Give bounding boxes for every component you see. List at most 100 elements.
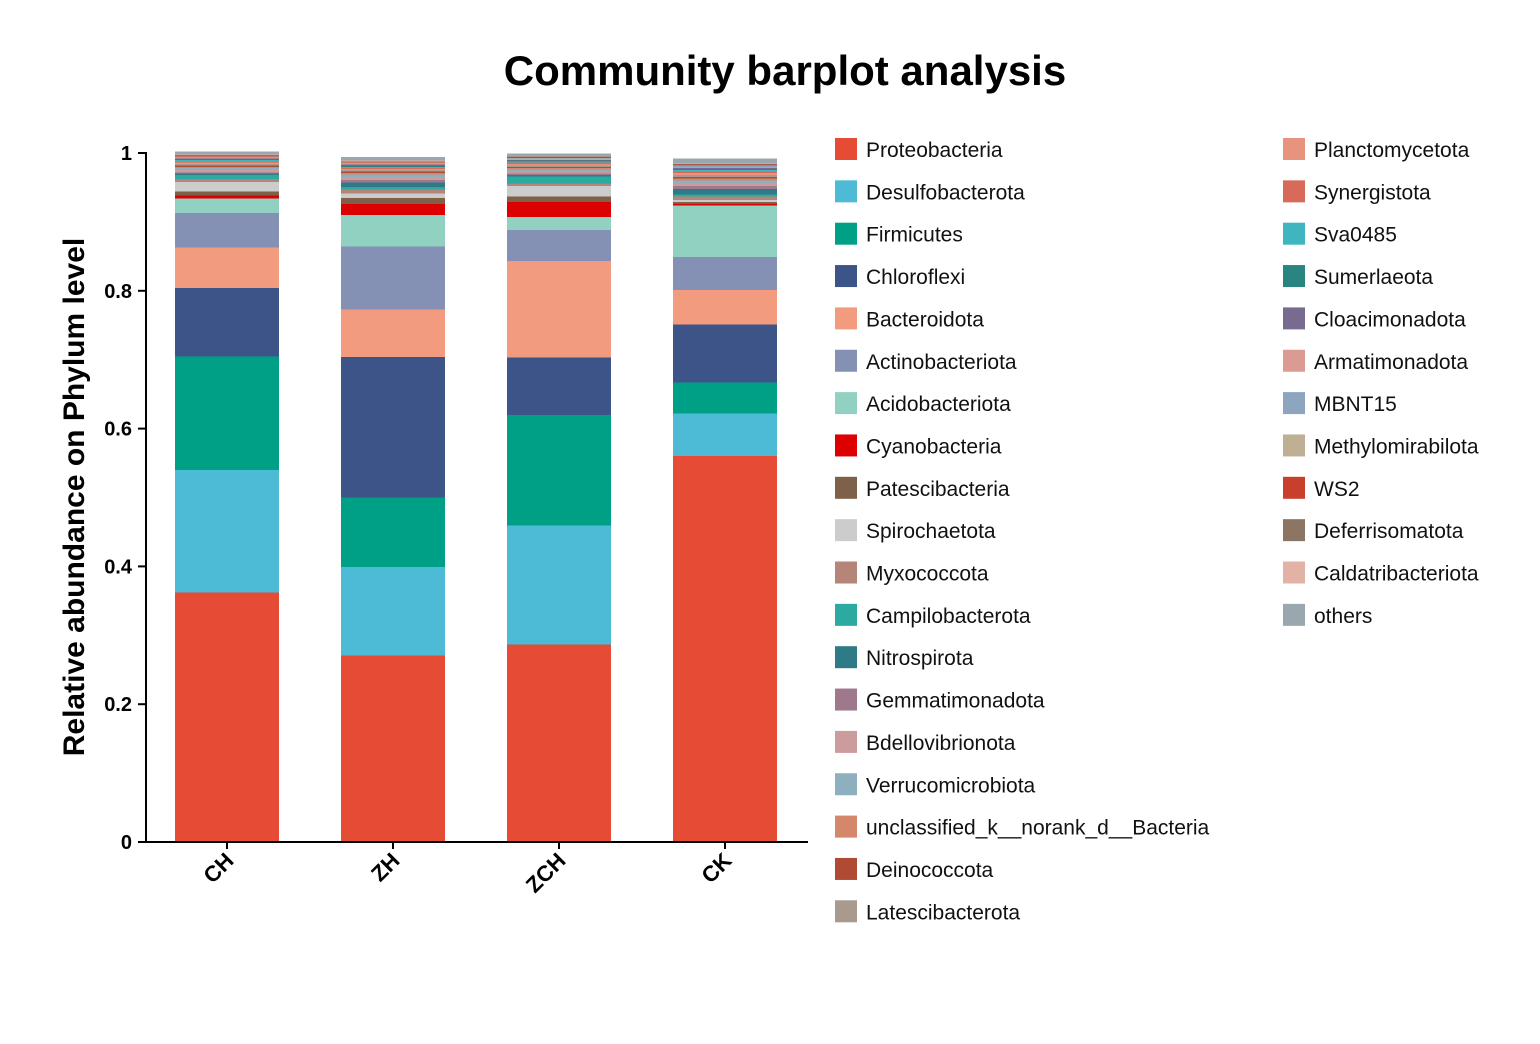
y-tick-label: 0.8 <box>104 281 132 303</box>
bar-segment <box>175 155 279 156</box>
legend-swatch <box>835 519 857 542</box>
bar-segment <box>175 155 279 157</box>
bar-segment <box>507 644 611 842</box>
legend-swatch <box>835 646 857 669</box>
legend-item: Latescibacterota <box>835 900 1020 924</box>
legend-item: Bdellovibrionota <box>835 730 1016 755</box>
legend-item: Firmicutes <box>835 222 963 247</box>
legend-label: Sumerlaeota <box>1314 266 1433 289</box>
legend-item: Campilobacterota <box>835 603 1031 628</box>
legend-label: Armatimonadota <box>1314 351 1468 374</box>
bar-segment <box>341 186 445 190</box>
bar-segment <box>507 175 611 177</box>
legend-item: Myxococcota <box>835 561 989 586</box>
legend-item: Acidobacteriota <box>835 392 1011 416</box>
bar-segment <box>341 655 445 842</box>
bar-segment <box>175 164 279 166</box>
bar-segment <box>175 161 279 163</box>
bar-segment <box>507 157 611 158</box>
bar-segment <box>175 168 279 171</box>
legend-label: Chloroflexi <box>866 266 965 289</box>
bar-segment <box>507 160 611 162</box>
bar-segment <box>507 176 611 184</box>
bar-segment <box>673 199 777 202</box>
legend-item: Methylomirabilota <box>1283 434 1479 458</box>
bar-segment <box>673 180 777 184</box>
bar-segment <box>341 166 445 169</box>
legend-item: Actinobacteriota <box>835 349 1017 374</box>
legend-label: unclassified_k__norank_d__Bacteria <box>866 817 1210 840</box>
legend-item: Planctomycetota <box>1283 138 1470 162</box>
y-tick-label: 0.2 <box>104 694 132 716</box>
legend-item: Cloacimonadota <box>1283 307 1466 331</box>
bar-segment <box>175 156 279 158</box>
legend-swatch <box>1283 392 1305 415</box>
legend-label: Caldatribacteriota <box>1314 563 1479 586</box>
legend-label: Proteobacteria <box>866 139 1003 162</box>
bar-segment <box>175 151 279 155</box>
legend-swatch <box>835 900 857 923</box>
legend-swatch <box>1283 265 1305 288</box>
bar-segment <box>507 158 611 160</box>
legend-swatch <box>1283 138 1305 160</box>
legend-label: Methylomirabilota <box>1314 435 1479 458</box>
bar-segment <box>507 156 611 158</box>
bar-segment <box>673 186 777 189</box>
bar-segment <box>341 168 445 169</box>
legend-swatch <box>1283 222 1305 245</box>
bar-segment <box>175 212 279 248</box>
bar-stack-zh <box>341 157 445 842</box>
bar-segment <box>673 456 777 842</box>
bar-segment <box>341 497 445 568</box>
bar-segment <box>673 205 777 258</box>
legend-item: Gemmatimonadota <box>835 688 1045 713</box>
bar-segment <box>507 173 611 176</box>
bar-segment <box>673 158 777 164</box>
bar-segment <box>341 309 445 357</box>
bar-segment <box>341 567 445 656</box>
bar-segment <box>673 175 777 178</box>
bar-segment <box>507 525 611 645</box>
bar-segment <box>507 414 611 526</box>
legend-label: Bdellovibrionota <box>866 732 1016 755</box>
bar-segment <box>175 158 279 160</box>
legend-label: Bacteroidota <box>866 308 984 331</box>
legend-label: Actinobacteriota <box>866 351 1017 374</box>
legend-swatch <box>835 180 857 203</box>
bar-segment <box>673 201 777 204</box>
bar-segment <box>507 166 611 169</box>
legend-item: Proteobacteria <box>835 138 1003 162</box>
legend-swatch <box>1283 349 1305 372</box>
bar-segment <box>175 592 279 842</box>
legend-item: Bacteroidota <box>835 307 984 331</box>
legend-swatch <box>835 307 857 330</box>
legend-item: Sva0485 <box>1283 222 1397 247</box>
bar-segment <box>341 161 445 162</box>
legend-label: others <box>1314 605 1372 628</box>
legend-swatch <box>835 434 857 457</box>
bar-segment <box>341 215 445 247</box>
legend-label: Cloacimonadota <box>1314 308 1466 331</box>
bar-segment <box>673 203 777 206</box>
x-tick-label: CH <box>198 848 238 888</box>
legend-label: Deinococcota <box>866 859 994 882</box>
bar-segment <box>341 177 445 180</box>
legend-swatch <box>1283 180 1305 203</box>
legend-label: Desulfobacterota <box>866 181 1025 204</box>
bar-stack-zch <box>507 153 611 842</box>
bar-segment <box>341 179 445 183</box>
bar-segment <box>673 324 777 383</box>
bar-segment <box>507 201 611 218</box>
legend-swatch <box>1283 434 1305 457</box>
bar-segment <box>673 183 777 187</box>
legend-swatch <box>835 561 857 584</box>
legend-label: Myxococcota <box>866 563 989 586</box>
bar-segment <box>341 162 445 164</box>
bar-segment <box>673 382 777 414</box>
bar-segment <box>673 167 777 169</box>
chart-title: Community barplot analysis <box>504 47 1066 94</box>
legend-label: Latescibacterota <box>866 901 1020 924</box>
bar-segment <box>341 157 445 161</box>
bar-segment <box>673 196 777 200</box>
